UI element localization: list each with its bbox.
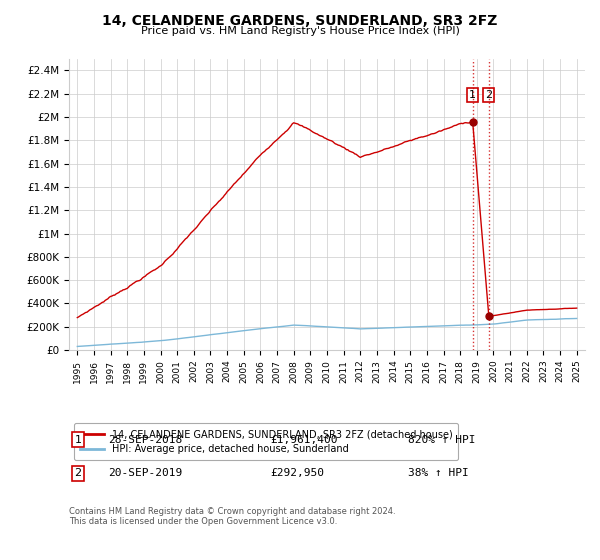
Text: 1: 1 bbox=[74, 435, 82, 445]
Legend: 14, CELANDENE GARDENS, SUNDERLAND, SR3 2FZ (detached house), HPI: Average price,: 14, CELANDENE GARDENS, SUNDERLAND, SR3 2… bbox=[74, 423, 458, 460]
Text: 2: 2 bbox=[74, 468, 82, 478]
Text: 2: 2 bbox=[485, 90, 493, 100]
Text: £1,961,400: £1,961,400 bbox=[270, 435, 337, 445]
Text: Price paid vs. HM Land Registry's House Price Index (HPI): Price paid vs. HM Land Registry's House … bbox=[140, 26, 460, 36]
Text: 14, CELANDENE GARDENS, SUNDERLAND, SR3 2FZ: 14, CELANDENE GARDENS, SUNDERLAND, SR3 2… bbox=[103, 14, 497, 28]
Text: 20-SEP-2019: 20-SEP-2019 bbox=[108, 468, 182, 478]
Text: 38% ↑ HPI: 38% ↑ HPI bbox=[408, 468, 469, 478]
Text: Contains HM Land Registry data © Crown copyright and database right 2024.
This d: Contains HM Land Registry data © Crown c… bbox=[69, 507, 395, 526]
Text: 1: 1 bbox=[469, 90, 476, 100]
Text: 820% ↑ HPI: 820% ↑ HPI bbox=[408, 435, 475, 445]
Text: £292,950: £292,950 bbox=[270, 468, 324, 478]
Text: 28-SEP-2018: 28-SEP-2018 bbox=[108, 435, 182, 445]
